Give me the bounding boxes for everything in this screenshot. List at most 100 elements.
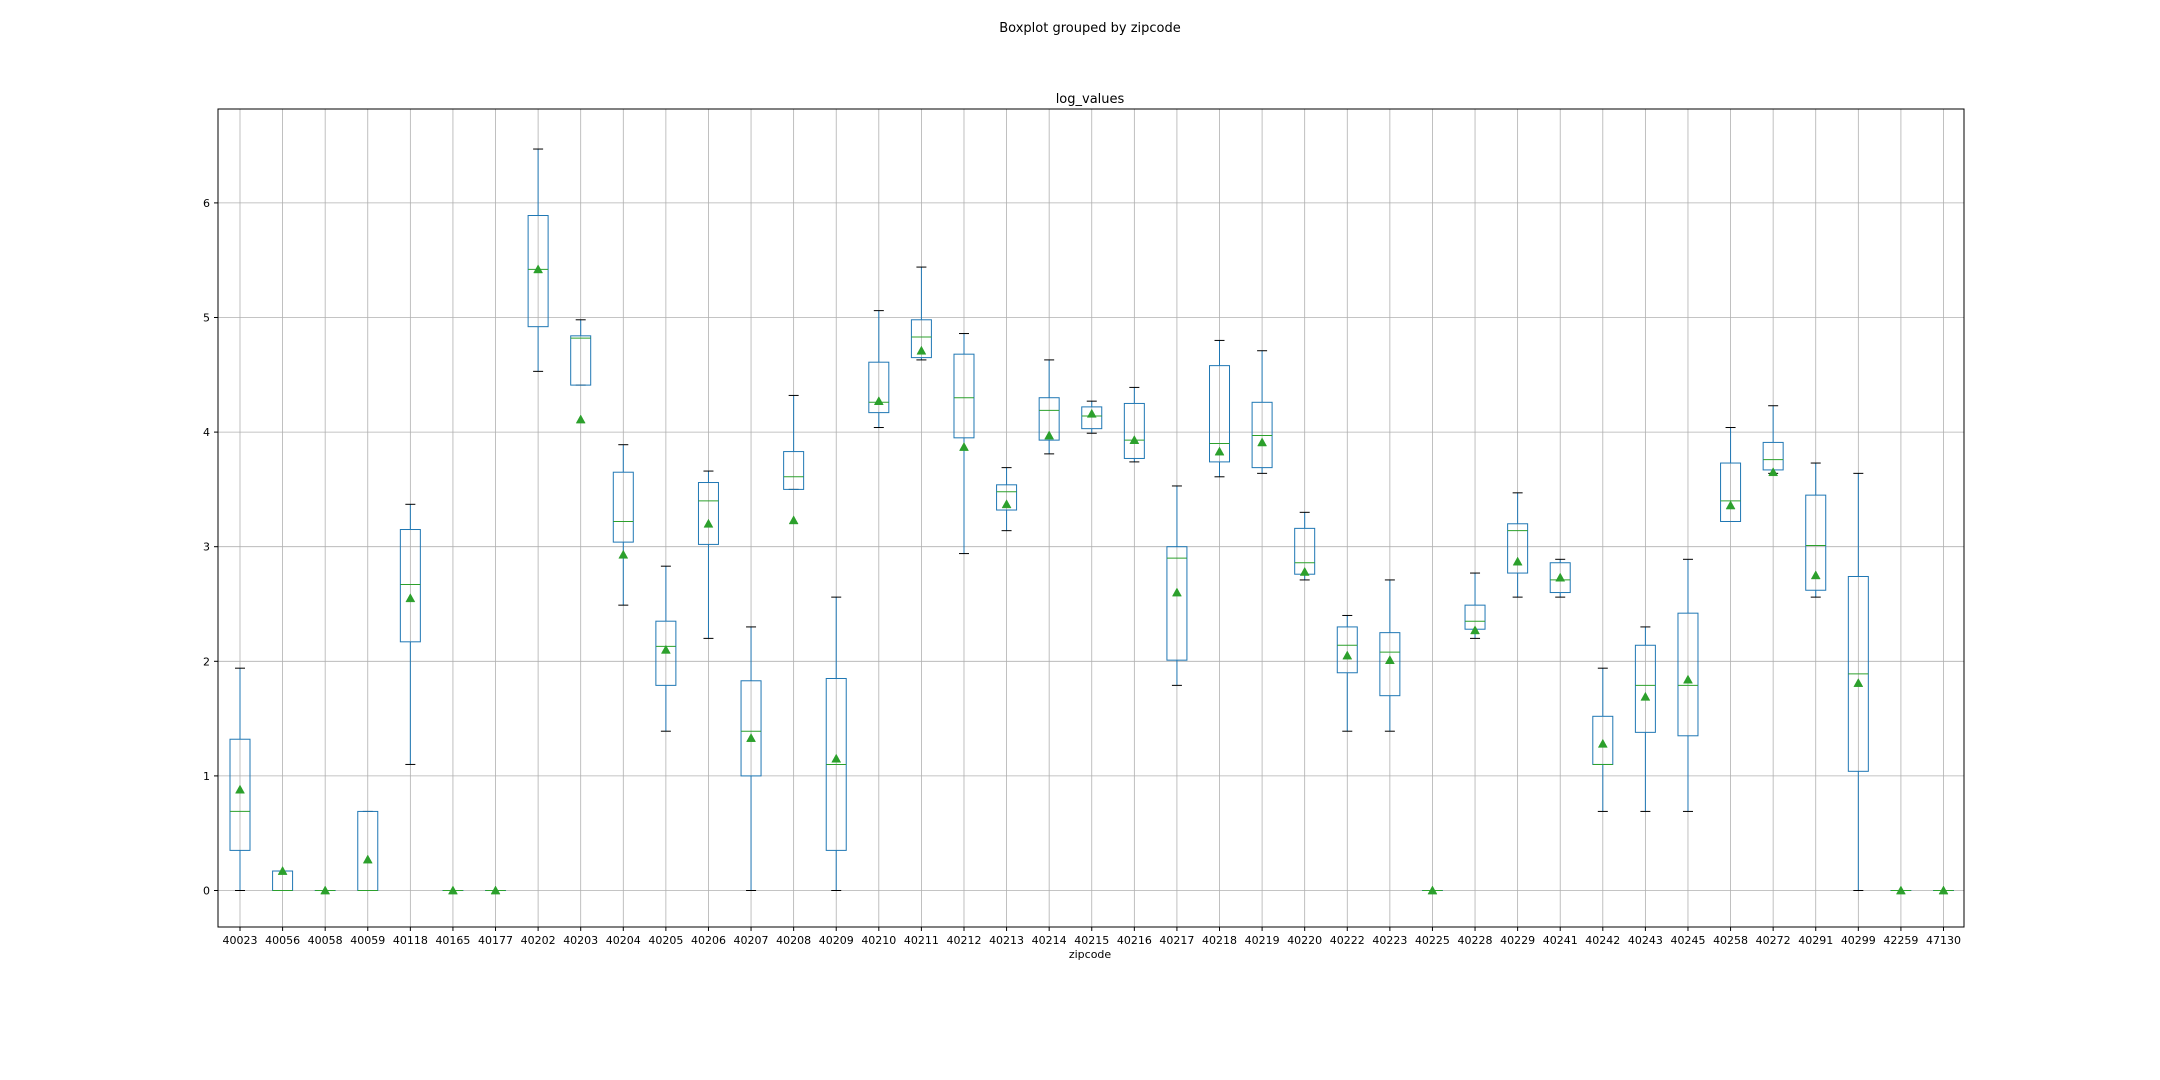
box-group bbox=[442, 885, 464, 895]
box-group bbox=[229, 667, 251, 891]
mean-marker bbox=[362, 854, 373, 864]
box-group bbox=[1592, 667, 1614, 812]
mean-marker bbox=[575, 414, 586, 424]
x-tick-label: 40241 bbox=[1543, 934, 1578, 947]
box-iqr bbox=[1251, 401, 1273, 469]
box-group bbox=[1634, 626, 1656, 812]
box-group bbox=[1038, 359, 1060, 455]
box-group bbox=[1123, 386, 1145, 463]
box-group bbox=[996, 467, 1018, 532]
mean-marker bbox=[1427, 885, 1438, 895]
mean-marker bbox=[235, 784, 245, 794]
mean-marker bbox=[1768, 467, 1779, 477]
box-iqr bbox=[953, 353, 975, 439]
x-tick-label: 40243 bbox=[1628, 934, 1663, 947]
x-tick-label: 40210 bbox=[861, 934, 896, 947]
box-iqr bbox=[1677, 612, 1699, 737]
x-tick-label: 40059 bbox=[350, 934, 385, 947]
x-tick-label: 40056 bbox=[265, 934, 300, 947]
mean-marker bbox=[1172, 587, 1182, 597]
box-group bbox=[485, 885, 507, 895]
mean-marker bbox=[1470, 625, 1480, 635]
mean-marker bbox=[1257, 437, 1268, 447]
box-iqr bbox=[655, 620, 677, 686]
box-group bbox=[1166, 485, 1188, 686]
plot-frame bbox=[217, 108, 1965, 928]
box-iqr bbox=[570, 335, 592, 386]
box-group bbox=[612, 444, 634, 606]
mean-marker bbox=[1640, 691, 1651, 701]
box-group bbox=[1933, 885, 1954, 895]
box-group bbox=[1294, 511, 1316, 581]
mean-marker bbox=[831, 753, 842, 763]
box-group bbox=[1507, 492, 1529, 598]
box-iqr bbox=[1379, 632, 1401, 697]
box-group bbox=[1847, 472, 1869, 891]
mean-marker bbox=[533, 264, 544, 274]
x-tick-label: 40219 bbox=[1245, 934, 1280, 947]
chart-suptitle: Boxplot grouped by zipcode bbox=[999, 21, 1180, 36]
chart-title: log_values bbox=[1056, 92, 1125, 107]
x-tick-label: 40220 bbox=[1287, 934, 1322, 947]
mean-marker bbox=[618, 549, 629, 559]
x-tick-label: 40299 bbox=[1841, 934, 1876, 947]
mean-marker bbox=[1512, 556, 1523, 566]
mean-marker bbox=[1938, 885, 1949, 895]
box-group bbox=[1336, 614, 1358, 732]
box-group bbox=[314, 885, 336, 895]
box-iqr bbox=[1720, 462, 1742, 522]
mean-marker bbox=[1129, 435, 1140, 444]
x-tick-label: 40058 bbox=[308, 934, 343, 947]
mean-marker bbox=[1555, 572, 1566, 582]
mean-marker bbox=[1342, 650, 1353, 660]
box-group bbox=[1549, 558, 1571, 598]
x-tick-label: 40206 bbox=[691, 934, 726, 947]
box-group bbox=[357, 810, 379, 892]
x-tick-label: 40211 bbox=[904, 934, 939, 947]
x-tick-label: 40229 bbox=[1500, 934, 1535, 947]
box-group bbox=[740, 626, 762, 891]
box-group bbox=[1081, 400, 1103, 434]
mean-marker bbox=[1001, 499, 1012, 509]
x-tick-label: 40218 bbox=[1202, 934, 1237, 947]
x-tick-label: 40213 bbox=[989, 934, 1024, 947]
box-group bbox=[1421, 885, 1443, 895]
box-group bbox=[1720, 427, 1742, 522]
x-tick-label: 40205 bbox=[648, 934, 683, 947]
mean-marker bbox=[959, 441, 969, 451]
box-iqr bbox=[1507, 523, 1529, 574]
box-group bbox=[1379, 579, 1401, 732]
box-group bbox=[1464, 572, 1486, 639]
box-group bbox=[655, 565, 677, 732]
mean-marker bbox=[1725, 500, 1736, 510]
x-tick-label: 40214 bbox=[1032, 934, 1067, 947]
box-group bbox=[272, 866, 294, 892]
box-iqr bbox=[229, 738, 251, 851]
box-iqr bbox=[527, 215, 549, 328]
x-tick-label: 42259 bbox=[1883, 934, 1918, 947]
x-tick-label: 40291 bbox=[1798, 934, 1833, 947]
x-tick-label: 40204 bbox=[606, 934, 641, 947]
x-tick-label: 40222 bbox=[1330, 934, 1365, 947]
mean-marker bbox=[1086, 408, 1097, 418]
mean-marker bbox=[1683, 674, 1693, 684]
mean-marker bbox=[1299, 566, 1310, 576]
y-tick-label: 6 bbox=[203, 197, 210, 210]
x-tick-label: 40258 bbox=[1713, 934, 1748, 947]
box-iqr bbox=[1123, 402, 1145, 459]
mean-marker bbox=[1214, 446, 1225, 456]
box-group bbox=[1251, 350, 1273, 474]
y-axis: 0 1 2 3 4 5 6 bbox=[203, 197, 218, 898]
box-iqr bbox=[783, 451, 805, 490]
y-tick-label: 0 bbox=[203, 885, 210, 898]
y-tick-label: 3 bbox=[203, 541, 210, 554]
x-tick-label: 40216 bbox=[1117, 934, 1152, 947]
box-iqr bbox=[1081, 406, 1103, 430]
mean-marker bbox=[873, 396, 884, 406]
box-group bbox=[570, 319, 592, 424]
x-tick-label: 40208 bbox=[776, 934, 811, 947]
x-tick-label: 47130 bbox=[1926, 934, 1961, 947]
box-iqr bbox=[697, 482, 719, 545]
x-tick-label: 40215 bbox=[1074, 934, 1109, 947]
box-iqr bbox=[1038, 397, 1060, 441]
